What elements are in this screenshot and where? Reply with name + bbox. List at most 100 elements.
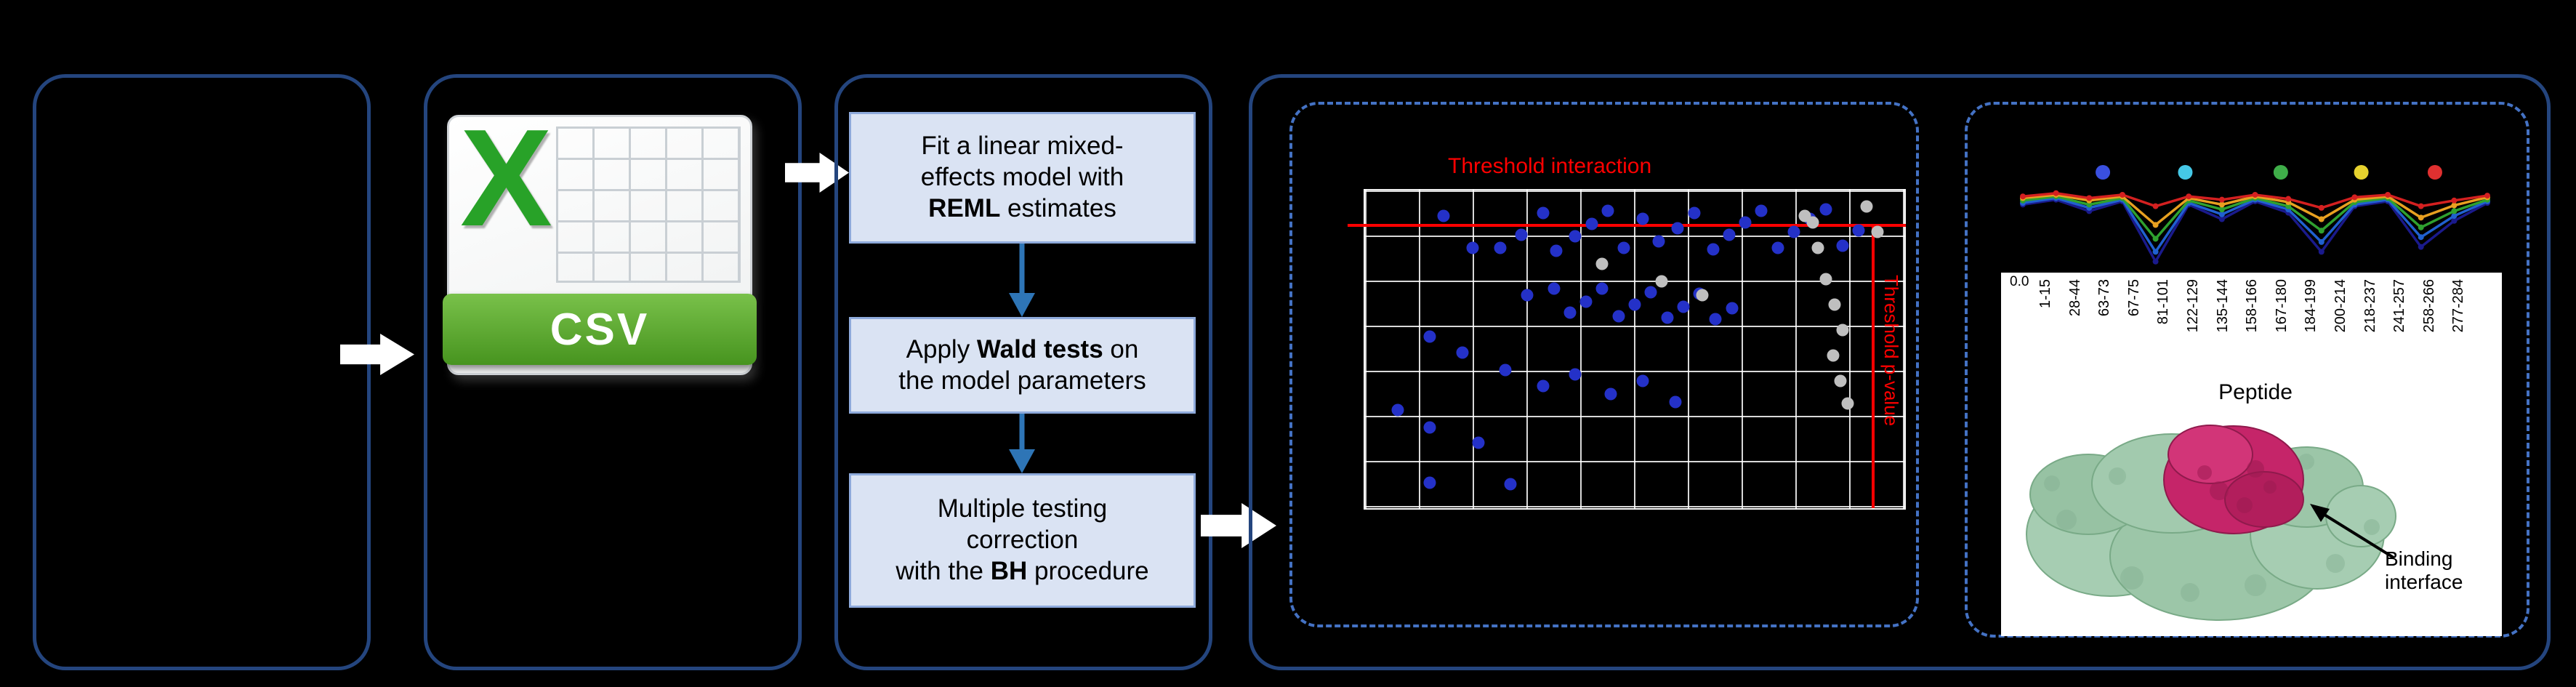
step-text-part: estimates (1000, 193, 1116, 222)
scatter-point (1521, 289, 1534, 302)
series-point (2218, 206, 2225, 213)
scatter-point (1617, 241, 1630, 254)
series-point (2318, 238, 2325, 245)
series-point (2086, 201, 2093, 208)
series-point (2451, 208, 2458, 214)
scatter-point (1806, 216, 1819, 229)
scatter-point (1661, 311, 1674, 324)
scatter-point (1655, 275, 1668, 288)
scatter-point (1834, 374, 1847, 387)
series-point (2451, 217, 2458, 224)
series-point (2318, 216, 2325, 222)
scatter-point (1787, 225, 1800, 238)
scatter-point (1423, 476, 1436, 489)
step-text-part: Apply (906, 334, 977, 363)
legend-dot (2096, 165, 2111, 180)
series-point (2152, 249, 2159, 255)
legend-dot (2427, 165, 2442, 180)
scatter-point (1595, 257, 1609, 270)
step-text-part: on the model parameters (898, 334, 1146, 395)
series-point (2252, 191, 2258, 198)
series-point (2318, 228, 2325, 234)
scatter-point (1836, 239, 1849, 252)
scatter-point (1636, 374, 1649, 387)
peptide-tick-label: 184-199 (2303, 279, 2319, 333)
threshold-vline (1871, 225, 1875, 508)
scatter-point (1569, 230, 1582, 243)
step-text-bold: BH (990, 556, 1028, 585)
scatter-point (1871, 225, 1884, 238)
scatter-point (1585, 217, 1598, 230)
peptide-tick-label: 135-144 (2214, 279, 2231, 333)
scatter-point (1726, 302, 1739, 315)
scatter-point (1515, 228, 1528, 241)
series-point (2418, 214, 2424, 221)
series-point (2418, 203, 2424, 209)
series-point (2318, 249, 2325, 255)
series-point (2451, 213, 2458, 220)
scatter-point (1636, 212, 1649, 225)
scatter-point (1550, 244, 1563, 257)
legend-dot (2178, 165, 2193, 180)
series-point (2218, 216, 2225, 222)
scatter-point (1677, 300, 1690, 313)
scatter-point (1423, 421, 1436, 434)
scatter-point (1739, 216, 1752, 229)
step-box-wald: Apply Wald tests on the model parameters (849, 317, 1196, 414)
scatter-point (1612, 310, 1625, 323)
scatter-point (1494, 241, 1506, 254)
step-box-bh: Multiple testing correction with the BH … (849, 473, 1196, 608)
step-text-part: procedure (1027, 556, 1149, 585)
scatter-point (1860, 200, 1873, 213)
scatter-point (1547, 282, 1561, 295)
scatter-point (1671, 222, 1684, 235)
binding-interface-label: Binding interface (2385, 547, 2463, 594)
series-point (2218, 201, 2225, 208)
series-point (2152, 222, 2159, 228)
protein-structure-image (2026, 425, 2396, 621)
series-point (2418, 234, 2424, 241)
series-point (2351, 194, 2358, 201)
scatter-point (1466, 241, 1479, 254)
series-point (2285, 196, 2292, 202)
peptide-tick-label: 81-101 (2155, 279, 2172, 325)
csv-grid (556, 126, 741, 283)
scatter-point (1537, 379, 1550, 393)
legend-dot (2273, 165, 2288, 180)
series-point (2318, 204, 2325, 211)
step-text-bold: Wald tests (976, 334, 1103, 363)
scatter-point (1771, 241, 1784, 254)
peptide-tick-label: 158-166 (2244, 279, 2261, 333)
panel-csv (424, 74, 802, 670)
series-point (2186, 193, 2192, 200)
series-point (2152, 236, 2159, 242)
step-text-bold: REML (928, 193, 1001, 222)
peptide-tick-label: 258-266 (2420, 279, 2437, 333)
scatter-point (1499, 363, 1512, 377)
csv-label: CSV (550, 304, 650, 355)
series-point (2385, 191, 2391, 198)
scatter-point (1819, 203, 1832, 216)
series-point (2086, 195, 2093, 201)
scatter-point (1652, 235, 1665, 248)
scatter-point (1563, 306, 1577, 319)
peptide-tick-label: 167-180 (2273, 279, 2290, 333)
scatter-point (1828, 298, 1841, 311)
series-point (2451, 202, 2458, 209)
binding-arrow-icon (2310, 504, 2395, 559)
csv-letter: X (460, 101, 552, 255)
step-text-part: Fit a linear mixed- effects model with (920, 132, 1124, 192)
peptide-tick-label: 1-15 (2037, 279, 2053, 309)
peptide-axis-title: Peptide (2218, 380, 2293, 404)
scatter-point (1437, 209, 1450, 222)
scatter-point (1604, 387, 1617, 401)
csv-file-icon: X CSV (443, 101, 757, 375)
scatter-point (1595, 282, 1609, 295)
scatter-point (1472, 436, 1485, 449)
peptide-tick-label: 218-237 (2362, 279, 2378, 333)
scatter-point (1688, 206, 1701, 220)
scatter-point (1755, 204, 1768, 217)
step-text: Apply Wald tests on the model parameters (898, 334, 1146, 396)
csv-ribbon: CSV (443, 294, 757, 365)
